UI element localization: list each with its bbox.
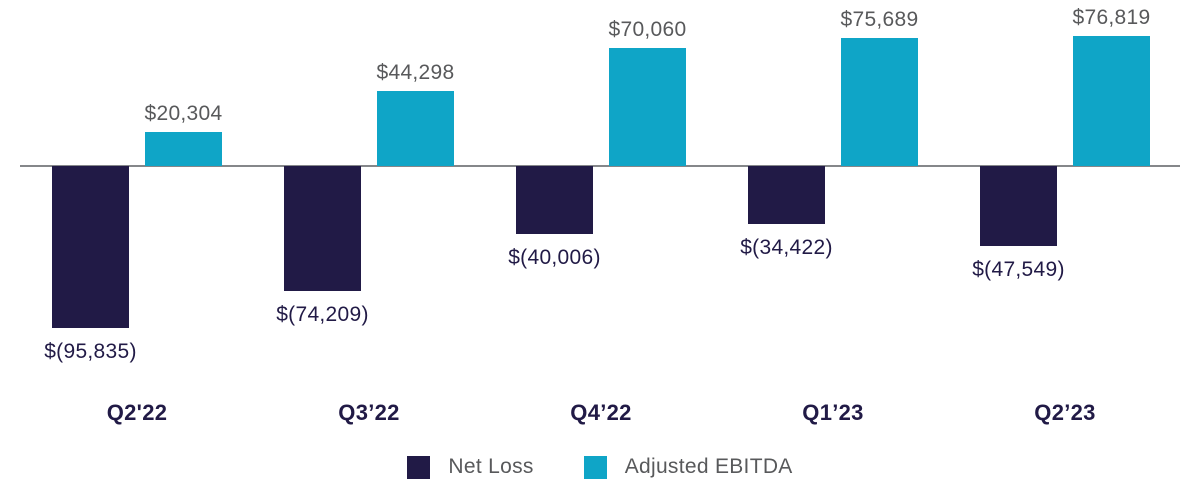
value-label-net-loss-q2-22: $(95,835) bbox=[44, 340, 137, 363]
bar-net-loss-q2-23 bbox=[980, 166, 1057, 246]
legend-item-net-loss: Net Loss bbox=[407, 455, 533, 479]
bar-adjusted-ebitda-q2-22 bbox=[145, 132, 222, 166]
legend-swatch-net-loss bbox=[407, 455, 431, 479]
legend-item-adjusted-ebitda: Adjusted EBITDA bbox=[583, 455, 793, 479]
legend-label-net-loss: Net Loss bbox=[448, 455, 534, 478]
value-label-net-loss-q1-23: $(34,422) bbox=[740, 236, 833, 259]
bar-adjusted-ebitda-q1-23 bbox=[841, 38, 918, 166]
value-label-adjusted-ebitda-q2-23: $76,819 bbox=[1072, 6, 1151, 29]
value-label-net-loss-q3-22: $(74,209) bbox=[276, 303, 369, 326]
legend-label-adjusted-ebitda: Adjusted EBITDA bbox=[624, 455, 793, 478]
bar-adjusted-ebitda-q2-23 bbox=[1073, 36, 1150, 166]
bar-adjusted-ebitda-q3-22 bbox=[377, 91, 454, 166]
value-label-adjusted-ebitda-q2-22: $20,304 bbox=[144, 102, 223, 125]
value-label-adjusted-ebitda-q4-22: $70,060 bbox=[608, 18, 687, 41]
category-label-q2-23: Q2’23 bbox=[1034, 400, 1096, 425]
value-label-adjusted-ebitda-q1-23: $75,689 bbox=[840, 8, 919, 31]
bar-net-loss-q2-22 bbox=[52, 166, 129, 328]
category-label-q3-22: Q3’22 bbox=[338, 400, 400, 425]
bar-adjusted-ebitda-q4-22 bbox=[609, 48, 686, 166]
bar-net-loss-q1-23 bbox=[748, 166, 825, 224]
x-axis-line bbox=[20, 165, 1180, 167]
value-label-adjusted-ebitda-q3-22: $44,298 bbox=[376, 61, 455, 84]
bar-net-loss-q4-22 bbox=[516, 166, 593, 234]
legend: Net Loss Adjusted EBITDA bbox=[0, 453, 1200, 481]
legend-swatch-adjusted-ebitda bbox=[583, 455, 607, 479]
value-label-net-loss-q2-23: $(47,549) bbox=[972, 258, 1065, 281]
category-label-q4-22: Q4’22 bbox=[570, 400, 632, 425]
bar-net-loss-q3-22 bbox=[284, 166, 361, 291]
value-label-net-loss-q4-22: $(40,006) bbox=[508, 246, 601, 269]
category-label-q1-23: Q1’23 bbox=[802, 400, 864, 425]
category-label-q2-22: Q2'22 bbox=[106, 400, 168, 425]
